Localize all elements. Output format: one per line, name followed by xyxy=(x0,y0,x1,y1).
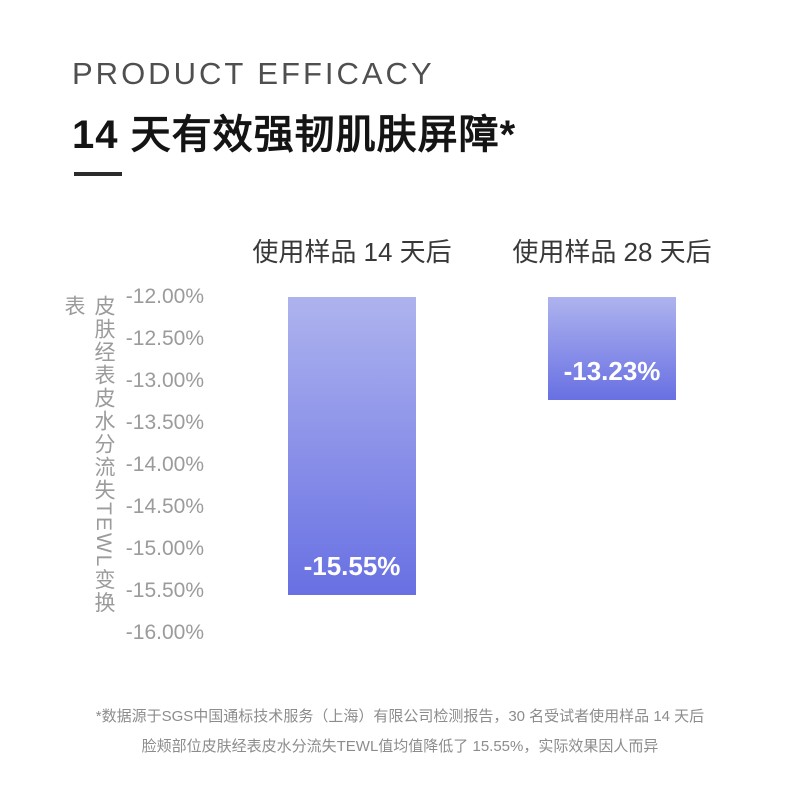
page-title: 14 天有效强韧肌肤屏障* xyxy=(72,113,517,157)
y-tick-label: -16.00% xyxy=(125,621,204,644)
eyebrow-title: PRODUCT EFFICACY xyxy=(72,56,435,91)
y-tick-label: -12.50% xyxy=(125,327,204,350)
footnote: *数据源于SGS中国通标技术服务（上海）有限公司检测报告，30 名受试者使用样品… xyxy=(60,702,740,762)
category-label: 使用样品 28 天后 xyxy=(512,237,712,267)
y-tick-label: -15.00% xyxy=(125,537,204,560)
y-tick-label: -14.50% xyxy=(125,495,204,518)
y-axis-ticks: -12.00% -12.50% -13.00% -13.50% -14.00% -14.5… xyxy=(0,0,204,800)
bar-value-label: -13.23% xyxy=(563,356,661,387)
bar-value-label: -15.55% xyxy=(303,551,401,582)
y-tick-label: -13.00% xyxy=(125,369,204,392)
bar: -15.55% xyxy=(288,297,416,596)
y-tick-label: -14.00% xyxy=(125,453,204,476)
footnote-line-2: 脸颊部位皮肤经表皮水分流失TEWL值均值降低了 15.55%，实际效果因人而异 xyxy=(141,738,659,755)
footnote-line-1: *数据源于SGS中国通标技术服务（上海）有限公司检测报告，30 名受试者使用样品… xyxy=(95,708,705,725)
y-tick-label: -13.50% xyxy=(125,411,204,434)
bar: -13.23% xyxy=(548,297,676,401)
y-tick-label: -12.00% xyxy=(125,285,204,308)
y-axis-title: 皮肤经表皮水分流失TEWL变换表 xyxy=(62,295,115,615)
title-divider xyxy=(74,172,122,176)
y-tick-label: -15.50% xyxy=(125,579,204,602)
category-label: 使用样品 14 天后 xyxy=(252,237,452,267)
